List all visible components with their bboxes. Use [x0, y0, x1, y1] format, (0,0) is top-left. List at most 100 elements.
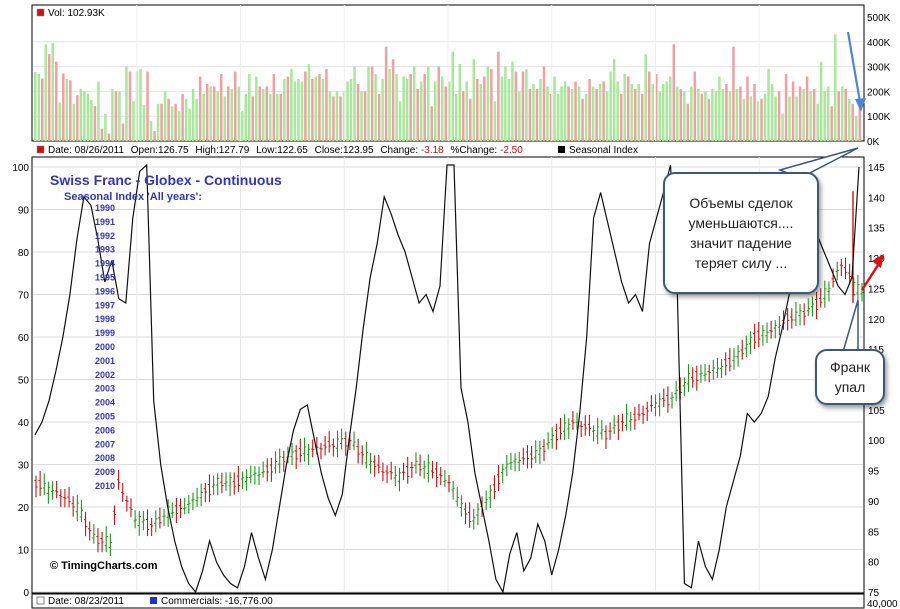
price-tick-label: 105	[868, 406, 885, 417]
ohlc-bar	[340, 428, 344, 450]
year-label: 1999	[95, 328, 115, 338]
volume-bar	[858, 106, 861, 141]
price-pct-value: -2.50	[500, 145, 523, 156]
ohlc-bar	[579, 420, 583, 437]
volume-bar	[216, 91, 219, 141]
seasonal-index-line	[34, 163, 860, 594]
price-pct-label: %Change:	[451, 145, 498, 156]
volume-bar	[209, 86, 212, 141]
volume-bar	[676, 86, 679, 141]
volume-bar	[826, 86, 830, 141]
seasonal-tick-label: 80	[18, 248, 30, 259]
ohlc-bar	[240, 471, 245, 490]
volume-bar	[577, 86, 581, 141]
price-tick-label: 125	[868, 284, 885, 295]
ohlc-bar	[534, 440, 538, 463]
volume-bar	[156, 103, 160, 141]
ohlc-bar	[777, 316, 781, 336]
volume-bar	[735, 88, 739, 141]
ohlc-bar	[224, 472, 228, 491]
price-tick-label: 95	[868, 467, 880, 478]
volume-bar	[212, 86, 216, 141]
franc-note: Франк упал	[815, 349, 885, 405]
ohlc-bar	[401, 462, 406, 480]
ohlc-bar	[154, 510, 158, 533]
ohlc-bar	[360, 445, 364, 465]
volume-bar	[612, 59, 616, 141]
ohlc-bar	[327, 431, 331, 453]
ohlc-bar	[728, 348, 732, 372]
volume-bar	[560, 86, 563, 141]
year-label: 2004	[95, 398, 115, 408]
ohlc-bar	[108, 533, 112, 556]
ohlc-bar	[92, 524, 96, 544]
ohlc-bar	[71, 496, 75, 517]
price-tick-label: 120	[868, 315, 885, 326]
bottom-legend-swatch	[36, 596, 45, 605]
volume-bar	[72, 103, 76, 141]
ohlc-bar	[117, 469, 121, 490]
volume-bar	[248, 74, 251, 141]
ohlc-bar	[83, 511, 88, 537]
volume-bar	[770, 83, 774, 141]
volume-bar	[847, 98, 851, 141]
volume-bar	[233, 71, 237, 141]
ohlc-bar	[79, 499, 84, 522]
volume-bar	[104, 113, 107, 141]
ohlc-bar	[666, 386, 670, 413]
volume-bar	[721, 88, 725, 141]
volume-bar	[353, 66, 356, 141]
volume-bar	[549, 93, 553, 141]
ohlc-bar	[810, 296, 815, 317]
year-label: 2006	[95, 425, 115, 435]
volume-bar	[360, 91, 363, 141]
volume-bar	[321, 79, 325, 141]
year-label: 2008	[95, 453, 115, 463]
volume-bar	[223, 96, 226, 141]
ohlc-bar	[389, 461, 393, 480]
volume-bar	[111, 88, 114, 141]
ohlc-bar	[744, 335, 748, 357]
ohlc-bar	[447, 475, 451, 493]
ohlc-bar	[715, 357, 720, 378]
ohlc-bar	[34, 475, 38, 498]
volume-bar	[535, 88, 539, 141]
ohlc-bar	[199, 483, 203, 507]
volume-bar	[262, 88, 265, 141]
volume-bar	[412, 66, 416, 141]
price-open: Open:126.75	[131, 145, 189, 156]
volume-bar	[419, 81, 423, 141]
seasonal-tick-label: 0	[23, 588, 29, 599]
volume-bar	[283, 79, 286, 141]
ohlc-bar	[629, 411, 633, 431]
volume-bar	[307, 64, 311, 141]
volume-tick-label: 300K	[867, 63, 891, 74]
volume-bar	[458, 64, 462, 141]
ohlc-bar	[59, 489, 63, 507]
volume-bar	[381, 79, 384, 141]
ohlc-bar	[249, 465, 253, 484]
volume-bar	[423, 74, 426, 141]
volume-bar	[739, 86, 742, 141]
volume-bar	[802, 88, 805, 141]
ohlc-bars	[34, 191, 864, 556]
volume-bar	[767, 69, 770, 141]
volume-note: Объемы сделок уменьшаются.... значит пад…	[663, 172, 819, 294]
volume-bar	[644, 54, 647, 142]
ohlc-bar	[558, 417, 563, 440]
ohlc-bar	[257, 466, 261, 486]
volume-bar	[86, 93, 90, 141]
ohlc-bar	[220, 472, 224, 494]
volume-bar	[805, 76, 809, 141]
volume-bar	[367, 66, 370, 141]
volume-bar	[146, 71, 149, 141]
volume-bar	[139, 69, 142, 141]
ohlc-bar	[63, 489, 67, 508]
seasonal-tick-label: 60	[18, 333, 30, 344]
ohlc-bar	[682, 377, 687, 397]
volume-bar	[777, 91, 781, 141]
volume-bar	[623, 74, 626, 141]
volume-bar	[476, 79, 479, 141]
ohlc-bar	[530, 445, 534, 469]
